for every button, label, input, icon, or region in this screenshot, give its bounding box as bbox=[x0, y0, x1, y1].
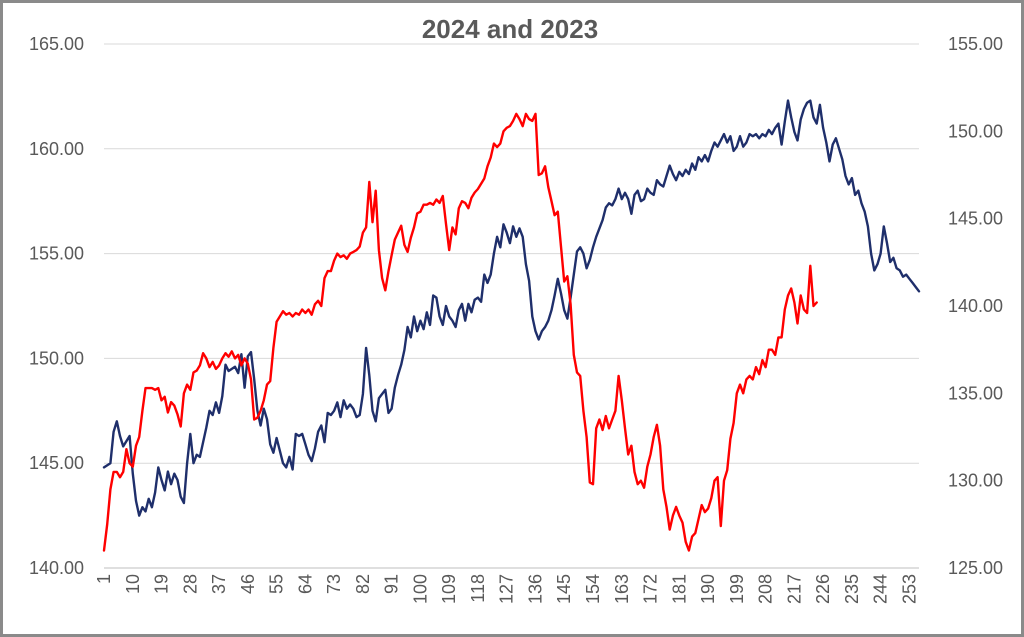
x-axis-tick-label: 235 bbox=[842, 574, 862, 604]
x-axis-tick-label: 199 bbox=[727, 574, 747, 604]
x-axis-tick-label: 64 bbox=[295, 574, 315, 594]
right-axis-tick-label: 150.00 bbox=[948, 121, 1003, 141]
right-axis-tick-label: 125.00 bbox=[948, 558, 1003, 578]
x-axis-tick-label: 136 bbox=[525, 574, 545, 604]
left-axis-tick-label: 160.00 bbox=[29, 139, 84, 159]
x-axis-tick-label: 145 bbox=[554, 574, 574, 604]
x-axis-tick-label: 55 bbox=[267, 574, 287, 594]
x-axis-tick-label: 1 bbox=[94, 574, 114, 584]
x-axis-tick-label: 118 bbox=[468, 574, 488, 603]
x-axis-tick-label: 73 bbox=[324, 574, 344, 594]
right-axis-ticks: 125.00 130.00 135.00 140.00 145.00 150.00 155.… bbox=[948, 34, 1003, 578]
x-axis-tick-label: 28 bbox=[180, 574, 200, 594]
x-axis-tick-label: 91 bbox=[382, 574, 402, 594]
left-axis-tick-label: 165.00 bbox=[29, 34, 84, 54]
x-axis-tick-label: 226 bbox=[813, 574, 833, 604]
right-axis-tick-label: 155.00 bbox=[948, 34, 1003, 54]
x-axis-tick-label: 10 bbox=[123, 574, 143, 594]
left-axis-tick-label: 155.00 bbox=[29, 244, 84, 264]
x-axis-tick-label: 46 bbox=[238, 574, 258, 594]
right-axis-tick-label: 145.00 bbox=[948, 209, 1003, 229]
gridlines bbox=[104, 43, 919, 569]
chart-title: 2024 and 2023 bbox=[422, 14, 598, 44]
left-axis-ticks: 140.00 145.00 150.00 155.00 160.00 165.00 bbox=[29, 34, 84, 578]
series-line-red bbox=[102, 112, 818, 552]
x-axis-tick-label: 127 bbox=[497, 574, 517, 604]
x-axis-tick-label: 172 bbox=[641, 574, 661, 604]
x-axis-tick-label: 181 bbox=[669, 574, 689, 604]
x-axis-tick-label: 82 bbox=[353, 574, 373, 594]
x-axis-tick-label: 163 bbox=[612, 574, 632, 604]
right-axis-tick-label: 135.00 bbox=[948, 383, 1003, 403]
x-axis-ticks: 1 10 19 28 37 46 55 64 73 82 91 100 109 118 127 136 145 1… bbox=[94, 574, 919, 604]
left-axis-tick-label: 150.00 bbox=[29, 348, 84, 368]
x-axis-tick-label: 244 bbox=[871, 574, 891, 604]
right-axis-tick-label: 140.00 bbox=[948, 296, 1003, 316]
right-axis-tick-label: 130.00 bbox=[948, 471, 1003, 491]
left-axis-tick-label: 140.00 bbox=[29, 558, 84, 578]
x-axis-tick-label: 100 bbox=[410, 574, 430, 604]
x-axis-tick-label: 190 bbox=[698, 574, 718, 604]
series-group bbox=[102, 99, 921, 552]
x-axis-tick-label: 109 bbox=[439, 574, 459, 604]
x-axis-tick-label: 208 bbox=[756, 574, 776, 604]
series-line-navy bbox=[102, 99, 921, 517]
x-axis-tick-label: 37 bbox=[209, 574, 229, 594]
x-axis-tick-label: 217 bbox=[784, 574, 804, 604]
x-axis-tick-label: 154 bbox=[583, 574, 603, 604]
x-axis-tick-label: 253 bbox=[899, 574, 919, 604]
x-axis-tick-label: 19 bbox=[152, 574, 172, 594]
left-axis-tick-label: 145.00 bbox=[29, 453, 84, 473]
